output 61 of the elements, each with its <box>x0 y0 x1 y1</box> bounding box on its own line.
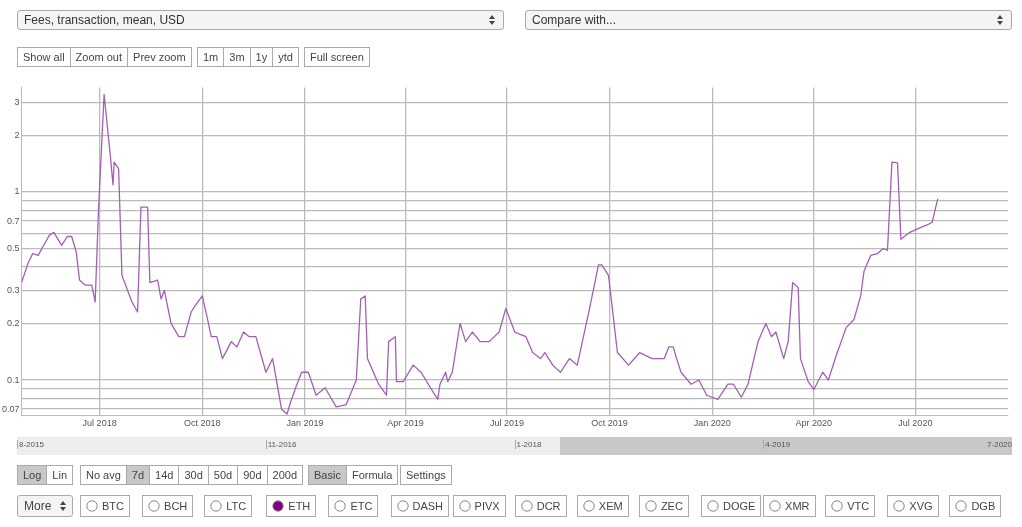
y-tick-label: 0.7 <box>7 215 20 226</box>
text: Lin <box>52 468 68 483</box>
x-tick-label: Jul 2020 <box>898 418 933 429</box>
text: 7d <box>131 468 145 483</box>
text: Basic <box>314 468 341 483</box>
x-tick-label: Jul 2018 <box>82 418 117 429</box>
y-tick-label: 0.5 <box>7 243 20 254</box>
text: Full screen <box>310 50 364 65</box>
text: 90d <box>243 468 262 483</box>
text: No avg <box>86 468 121 483</box>
text: Settings <box>406 468 446 483</box>
y-tick-label: 0.1 <box>7 374 20 385</box>
text: VTC <box>847 499 870 514</box>
x-tick-label: Apr 2020 <box>795 418 833 429</box>
text: PIVX <box>474 499 500 514</box>
text: 30d <box>184 468 203 483</box>
text: 50d <box>213 468 233 483</box>
y-tick-label: 1 <box>14 186 20 197</box>
chart-title: Fees, transaction, mean, USD <box>24 13 185 27</box>
text: 200d <box>272 468 298 483</box>
text: 1y <box>255 50 268 65</box>
text: DCR <box>536 499 561 514</box>
x-tick-label: Apr 2019 <box>387 418 424 429</box>
text: DOGE <box>723 499 756 514</box>
text: XVG <box>909 499 933 514</box>
y-tick-label: 0.07 <box>1 403 20 414</box>
text: DGB <box>971 499 996 514</box>
y-tick-label: 2 <box>14 129 20 140</box>
text: Formula <box>351 468 393 483</box>
text: ETC <box>350 499 373 514</box>
text: ZEC <box>660 499 683 514</box>
text: Compare with... <box>532 13 617 27</box>
x-tick-label: Oct 2019 <box>591 418 628 429</box>
text: Show all <box>23 50 65 65</box>
text: BTC <box>102 499 124 514</box>
y-tick-label: 0.2 <box>7 317 20 328</box>
text: ETH <box>288 499 311 514</box>
text: 8-2015 <box>17 440 44 449</box>
x-tick-label: Jan 2019 <box>286 418 324 429</box>
text: XEM <box>598 499 623 514</box>
y-tick-label: 3 <box>14 96 20 107</box>
text: LTC <box>226 499 247 514</box>
text: Zoom out <box>75 50 123 65</box>
x-tick-label: Jul 2019 <box>489 418 524 429</box>
text: 1-2018 <box>514 440 542 449</box>
y-tick-label: 0.3 <box>7 284 20 295</box>
text: 4-2019 <box>763 440 791 449</box>
text: ytd <box>278 50 293 65</box>
text: Prev zoom <box>133 50 186 65</box>
x-tick-label: Jan 2020 <box>693 418 731 429</box>
text: DASH <box>412 499 444 514</box>
text: More <box>17 495 73 517</box>
text: BCH <box>164 499 188 514</box>
text: 14d <box>155 468 174 483</box>
text: 3m <box>229 50 245 65</box>
x-tick-label: Oct 2018 <box>184 418 221 429</box>
text: 1m <box>203 50 219 65</box>
text: 7-2020 <box>986 440 1012 449</box>
text: XMR <box>785 499 810 514</box>
text: Log <box>23 468 42 483</box>
text: 11-2016 <box>265 440 297 449</box>
